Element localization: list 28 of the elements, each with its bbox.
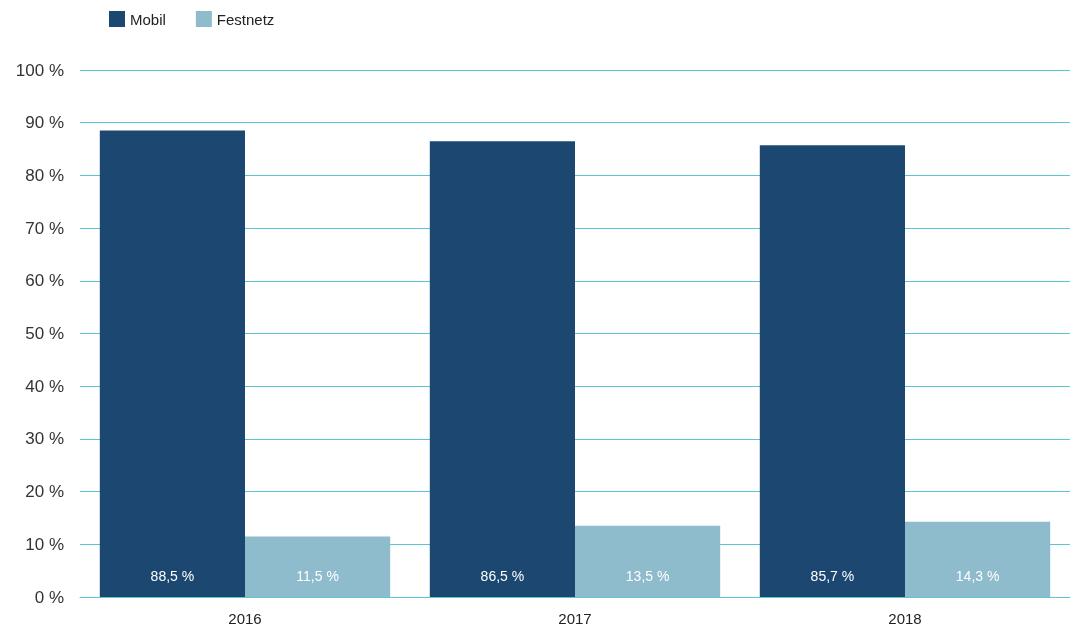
y-tick-label: 80 % [25, 165, 64, 185]
y-tick-label: 40 % [25, 376, 64, 396]
y-tick-label: 30 % [25, 429, 64, 449]
y-tick-label: 90 % [25, 113, 64, 133]
legend-label: Mobil [130, 10, 166, 28]
y-tick-label: 70 % [25, 218, 64, 238]
data-label: 85,7 % [810, 568, 855, 584]
x-tick-label: 2017 [558, 610, 592, 627]
data-label: 13,5 % [625, 568, 670, 584]
bar [759, 145, 905, 597]
y-tick-label: 50 % [25, 324, 64, 343]
y-tick-label: 100 % [15, 60, 64, 80]
bar [99, 130, 245, 597]
data-label: 11,5 % [296, 568, 339, 584]
bar [575, 525, 721, 597]
x-tick-label: 2018 [888, 610, 922, 627]
y-tick-label: 20 % [25, 482, 64, 502]
legend-label: Festnetz [216, 10, 275, 28]
data-label: 88,5 % [150, 568, 195, 584]
data-label: 14,3 % [955, 568, 1000, 584]
y-tick-label: 0 % [34, 587, 64, 607]
y-tick-label: 60 % [25, 271, 64, 291]
data-label: 86,5 % [480, 568, 525, 584]
bar [429, 141, 575, 597]
bar [905, 521, 1051, 597]
bar [245, 536, 391, 597]
y-tick-label: 10 % [25, 534, 64, 554]
x-tick-label: 2016 [228, 610, 262, 627]
